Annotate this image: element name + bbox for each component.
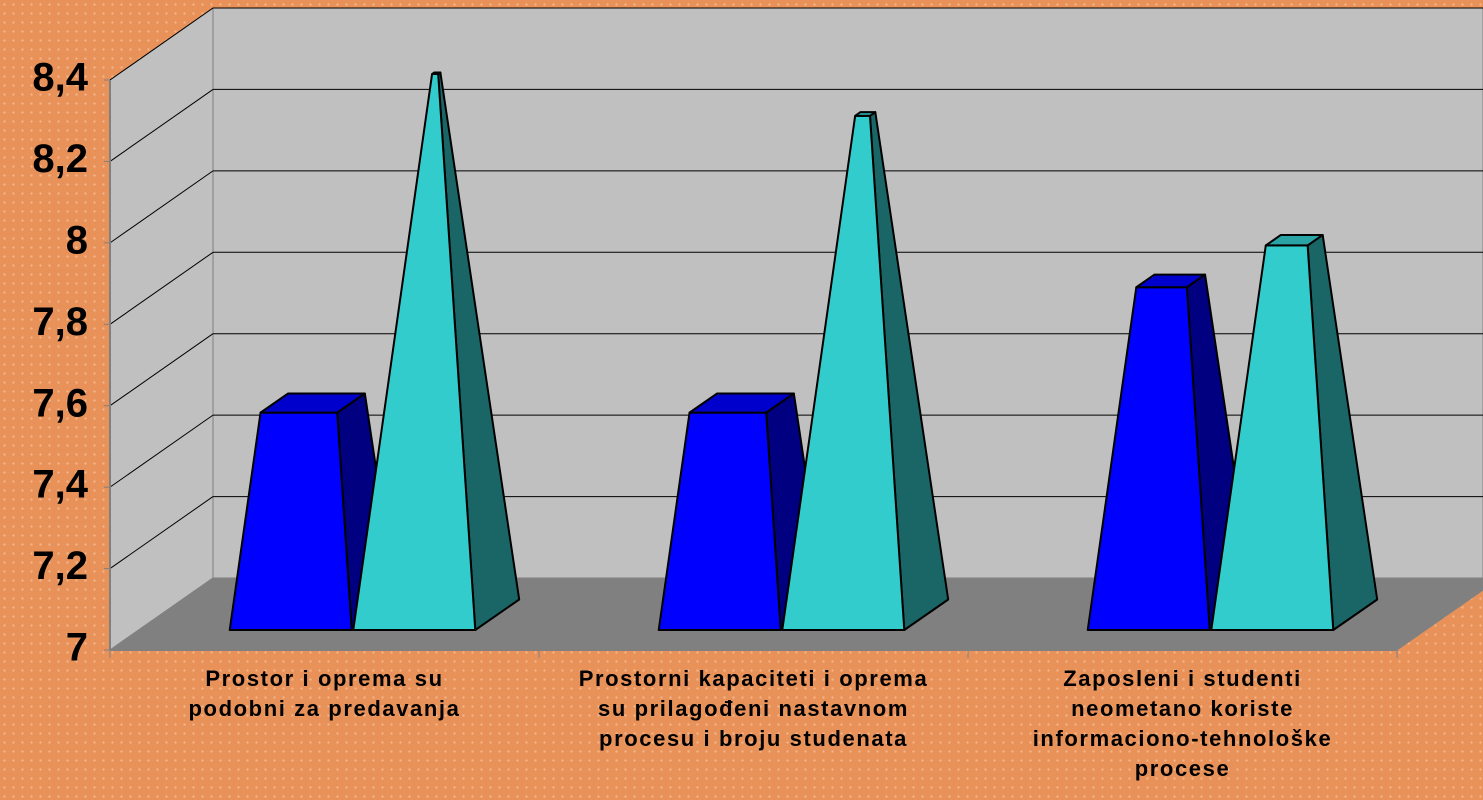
bar bbox=[352, 71, 521, 631]
grid-line bbox=[109, 170, 214, 244]
y-tick-label: 7,6 bbox=[32, 381, 88, 425]
y-tick-label: 7,2 bbox=[32, 544, 88, 588]
y-tick-label: 7,8 bbox=[32, 300, 88, 344]
x-tick-label: Prostorni kapaciteti i oprema su prilago… bbox=[578, 666, 929, 751]
grid-line bbox=[109, 251, 214, 325]
bar-top bbox=[431, 71, 442, 76]
y-tick-label: 8 bbox=[66, 218, 88, 262]
bar bbox=[781, 111, 950, 631]
y-tick-label: 8,4 bbox=[32, 56, 88, 100]
x-tick-label: Prostor i oprema su podobni za predavanj… bbox=[188, 666, 461, 721]
y-tick-label: 8,2 bbox=[32, 137, 88, 181]
bar-top bbox=[1135, 273, 1207, 289]
y-tick-label: 7 bbox=[66, 626, 88, 670]
grid-line bbox=[109, 333, 214, 407]
x-tick-label: Zaposleni i studenti neometano koriste i… bbox=[1032, 666, 1333, 781]
grid-line bbox=[109, 496, 214, 569]
left-wall bbox=[109, 7, 214, 651]
bar-top bbox=[1264, 233, 1324, 247]
y-tick-label: 7,4 bbox=[32, 463, 88, 507]
bar bbox=[1210, 233, 1379, 631]
bar-top bbox=[688, 392, 795, 414]
bar-top bbox=[259, 392, 366, 414]
grid-line bbox=[109, 414, 214, 488]
bar-top bbox=[854, 111, 877, 117]
grid-line bbox=[109, 7, 214, 81]
grid-line bbox=[109, 89, 214, 162]
